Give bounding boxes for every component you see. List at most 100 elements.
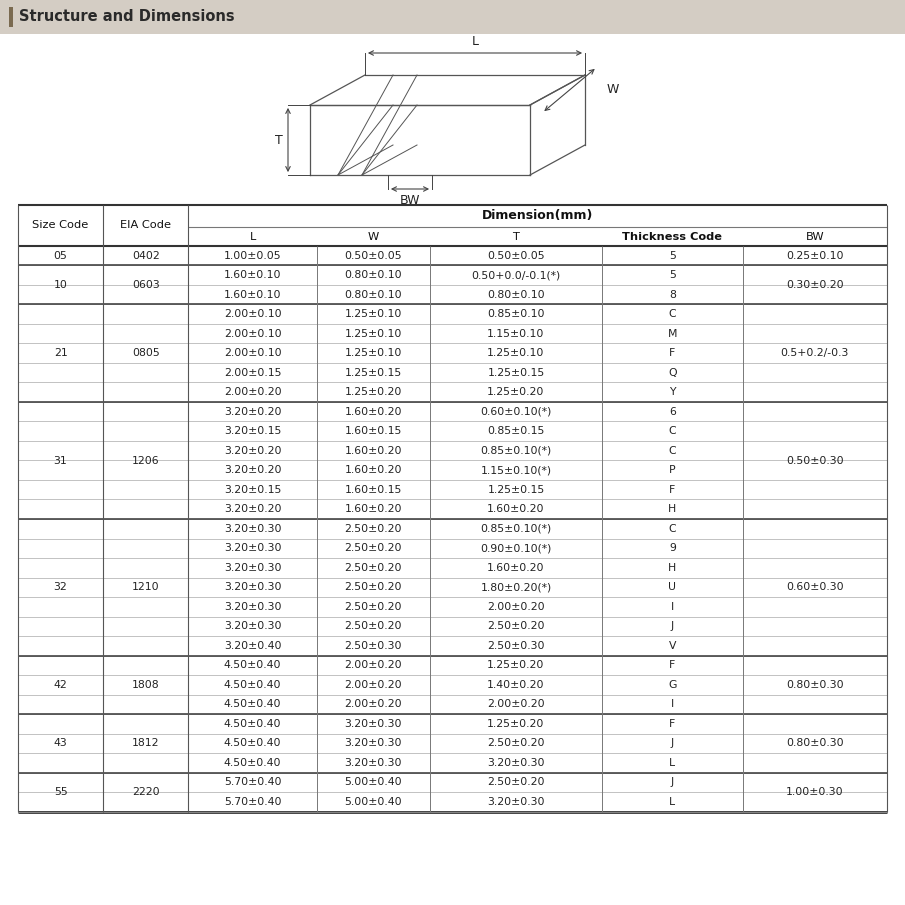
Text: 2.50±0.20: 2.50±0.20 bbox=[345, 582, 402, 592]
Text: 2.00±0.10: 2.00±0.10 bbox=[224, 348, 281, 358]
Text: 4.50±0.40: 4.50±0.40 bbox=[224, 700, 281, 710]
Text: C: C bbox=[669, 524, 676, 534]
Text: T: T bbox=[275, 134, 283, 147]
Text: 0402: 0402 bbox=[132, 251, 159, 261]
Text: 2.50±0.20: 2.50±0.20 bbox=[345, 543, 402, 553]
Text: 0.80±0.30: 0.80±0.30 bbox=[786, 738, 843, 748]
Text: 3.20±0.30: 3.20±0.30 bbox=[345, 757, 402, 767]
Text: 2.00±0.10: 2.00±0.10 bbox=[224, 329, 281, 338]
Text: W: W bbox=[367, 232, 379, 242]
Text: 31: 31 bbox=[53, 455, 68, 465]
Text: 3.20±0.20: 3.20±0.20 bbox=[224, 406, 281, 416]
Text: 0.5+0.2/-0.3: 0.5+0.2/-0.3 bbox=[781, 348, 849, 358]
Text: 1.60±0.10: 1.60±0.10 bbox=[224, 290, 281, 300]
Text: 55: 55 bbox=[53, 787, 68, 797]
Text: Dimension(mm): Dimension(mm) bbox=[482, 209, 594, 223]
Text: J: J bbox=[671, 777, 674, 787]
Text: 1.00±0.05: 1.00±0.05 bbox=[224, 251, 281, 261]
Text: 1.60±0.20: 1.60±0.20 bbox=[345, 465, 402, 475]
Text: Structure and Dimensions: Structure and Dimensions bbox=[19, 9, 234, 24]
Text: 0603: 0603 bbox=[132, 280, 159, 290]
Text: 4.50±0.40: 4.50±0.40 bbox=[224, 719, 281, 729]
Text: 1.25±0.15: 1.25±0.15 bbox=[487, 485, 545, 495]
Text: 9: 9 bbox=[669, 543, 676, 553]
Text: 1.15±0.10(*): 1.15±0.10(*) bbox=[481, 465, 551, 475]
Text: 2.50±0.20: 2.50±0.20 bbox=[345, 602, 402, 612]
Text: C: C bbox=[669, 310, 676, 319]
Text: 6: 6 bbox=[669, 406, 676, 416]
Text: 1812: 1812 bbox=[132, 738, 159, 748]
Text: 5.00±0.40: 5.00±0.40 bbox=[345, 796, 402, 806]
Text: 1.80±0.20(*): 1.80±0.20(*) bbox=[481, 582, 551, 592]
Text: 4.50±0.40: 4.50±0.40 bbox=[224, 757, 281, 767]
Text: 2.00±0.20: 2.00±0.20 bbox=[345, 680, 402, 690]
Text: 8: 8 bbox=[669, 290, 676, 300]
Text: 3.20±0.20: 3.20±0.20 bbox=[224, 446, 281, 456]
Text: 0.30±0.20: 0.30±0.20 bbox=[786, 280, 843, 290]
Text: 3.20±0.30: 3.20±0.30 bbox=[224, 524, 281, 534]
Text: 1.25±0.20: 1.25±0.20 bbox=[487, 661, 545, 671]
Text: 3.20±0.40: 3.20±0.40 bbox=[224, 641, 281, 651]
Text: 05: 05 bbox=[53, 251, 68, 261]
Text: 0.85±0.15: 0.85±0.15 bbox=[487, 426, 545, 436]
Text: Thickness Code: Thickness Code bbox=[623, 232, 722, 242]
Text: 1.00±0.30: 1.00±0.30 bbox=[786, 787, 843, 797]
Text: 1.60±0.20: 1.60±0.20 bbox=[345, 504, 402, 514]
Text: 2.50±0.20: 2.50±0.20 bbox=[345, 621, 402, 632]
Text: EIA Code: EIA Code bbox=[120, 221, 171, 231]
Text: H: H bbox=[668, 563, 676, 573]
Text: 1.15±0.10: 1.15±0.10 bbox=[487, 329, 545, 338]
Text: 2.00±0.20: 2.00±0.20 bbox=[487, 602, 545, 612]
Text: G: G bbox=[668, 680, 677, 690]
Bar bbox=[9, 7, 13, 27]
Text: 1.60±0.20: 1.60±0.20 bbox=[345, 446, 402, 456]
Text: 2.00±0.20: 2.00±0.20 bbox=[345, 661, 402, 671]
Text: 2.00±0.20: 2.00±0.20 bbox=[224, 387, 281, 397]
Text: 4.50±0.40: 4.50±0.40 bbox=[224, 680, 281, 690]
Text: 2.00±0.20: 2.00±0.20 bbox=[345, 700, 402, 710]
Text: P: P bbox=[669, 465, 676, 475]
Text: 3.20±0.30: 3.20±0.30 bbox=[224, 543, 281, 553]
Text: BW: BW bbox=[805, 232, 824, 242]
Text: 0.50+0.0/-0.1(*): 0.50+0.0/-0.1(*) bbox=[472, 271, 560, 281]
Text: 43: 43 bbox=[53, 738, 68, 748]
Text: 0.50±0.05: 0.50±0.05 bbox=[487, 251, 545, 261]
Text: 3.20±0.30: 3.20±0.30 bbox=[224, 563, 281, 573]
Text: H: H bbox=[668, 504, 676, 514]
Text: 2.50±0.20: 2.50±0.20 bbox=[487, 621, 545, 632]
Text: L: L bbox=[250, 232, 256, 242]
Text: 1.25±0.10: 1.25±0.10 bbox=[345, 329, 402, 338]
Text: Size Code: Size Code bbox=[33, 221, 89, 231]
Text: 1.60±0.20: 1.60±0.20 bbox=[345, 406, 402, 416]
Text: F: F bbox=[669, 485, 675, 495]
Text: 0.80±0.10: 0.80±0.10 bbox=[487, 290, 545, 300]
Text: 2.00±0.10: 2.00±0.10 bbox=[224, 310, 281, 319]
Text: 0.85±0.10(*): 0.85±0.10(*) bbox=[481, 446, 551, 456]
Text: 1206: 1206 bbox=[132, 455, 159, 465]
Text: 1.60±0.20: 1.60±0.20 bbox=[487, 563, 545, 573]
Bar bbox=[0, 0, 905, 34]
Text: L: L bbox=[670, 796, 675, 806]
Text: 0.60±0.10(*): 0.60±0.10(*) bbox=[481, 406, 552, 416]
Text: 3.20±0.15: 3.20±0.15 bbox=[224, 485, 281, 495]
Text: 1210: 1210 bbox=[132, 582, 159, 592]
Text: 0.80±0.10: 0.80±0.10 bbox=[345, 271, 402, 281]
Text: 3.20±0.30: 3.20±0.30 bbox=[345, 719, 402, 729]
Text: 2.00±0.20: 2.00±0.20 bbox=[487, 700, 545, 710]
Text: 5.70±0.40: 5.70±0.40 bbox=[224, 796, 281, 806]
Text: Y: Y bbox=[669, 387, 676, 397]
Text: U: U bbox=[669, 582, 676, 592]
Text: 4.50±0.40: 4.50±0.40 bbox=[224, 661, 281, 671]
Text: 3.20±0.20: 3.20±0.20 bbox=[224, 465, 281, 475]
Text: J: J bbox=[671, 621, 674, 632]
Text: 42: 42 bbox=[53, 680, 68, 690]
Text: 1.60±0.15: 1.60±0.15 bbox=[345, 485, 402, 495]
Text: 2.50±0.20: 2.50±0.20 bbox=[345, 524, 402, 534]
Text: 1.25±0.10: 1.25±0.10 bbox=[345, 310, 402, 319]
Text: F: F bbox=[669, 719, 675, 729]
Text: 2.50±0.20: 2.50±0.20 bbox=[345, 563, 402, 573]
Text: 0.80±0.30: 0.80±0.30 bbox=[786, 680, 843, 690]
Text: Q: Q bbox=[668, 367, 677, 377]
Text: 10: 10 bbox=[53, 280, 68, 290]
Text: 1.60±0.20: 1.60±0.20 bbox=[487, 504, 545, 514]
